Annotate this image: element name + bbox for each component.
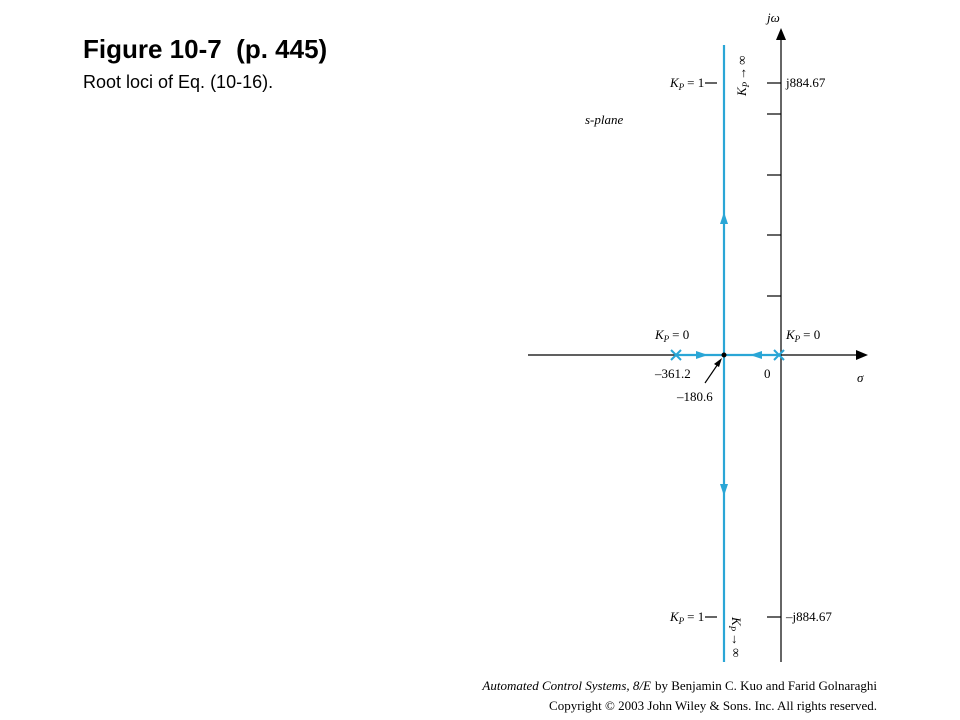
copyright: Copyright © 2003 John Wiley & Sons. Inc.… [549,698,877,713]
subscript: P [678,82,685,92]
crossing-label: –j884.67 [785,609,832,624]
credit: Automated Control Systems, 8/E by Benjami… [481,678,877,693]
relation: = 0 [803,327,820,342]
symbol: K [669,75,680,90]
symbol: K [669,609,680,624]
relation: = 1 [687,609,704,624]
subscript: P [741,81,751,88]
gain-label: KP = 1 [669,75,704,92]
pointer-head [714,358,722,367]
real-axis-label: σ [857,370,864,385]
gain-label: KP = 0 [785,327,820,344]
symbol: K [785,327,796,342]
pole-label: –361.2 [654,366,691,381]
subscript: P [663,334,670,344]
book-title: Automated Control Systems, 8/E [481,678,651,693]
limit-label: KP→ ∞ [727,616,744,657]
breakaway-label: –180.6 [676,389,713,404]
arrow: → [734,67,749,80]
breakaway-point [721,352,727,358]
origin-label: 0 [764,366,771,381]
gain-label: KP = 0 [654,327,689,344]
axis-ticks [705,82,781,618]
symbol: K [654,327,665,342]
arrow: → [729,633,744,646]
symbol: K [729,616,744,627]
relation: = 1 [687,75,704,90]
subscript: P [727,625,737,632]
authors: by Benjamin C. Kuo and Farid Golnaraghi [655,678,877,693]
limit: ∞ [734,56,749,65]
subscript: P [794,334,801,344]
subscript: P [678,616,685,626]
title: Figure 10-7 (p. 445) [83,34,327,64]
crossing-label: j884.67 [785,75,826,90]
poles [670,349,785,361]
subtitle: Root loci of Eq. (10-16). [83,72,273,92]
symbol: K [734,86,749,97]
axis-arrow [856,350,868,360]
imag-axis-label: jω [765,10,780,25]
locus-arrows [696,212,762,496]
gain-label: KP = 1 [669,609,704,626]
plane-label: s-plane [585,112,624,127]
limit-label: KP→ ∞ [734,56,751,97]
relation: = 0 [672,327,689,342]
limit: ∞ [729,648,744,657]
axis-arrow [776,28,786,40]
